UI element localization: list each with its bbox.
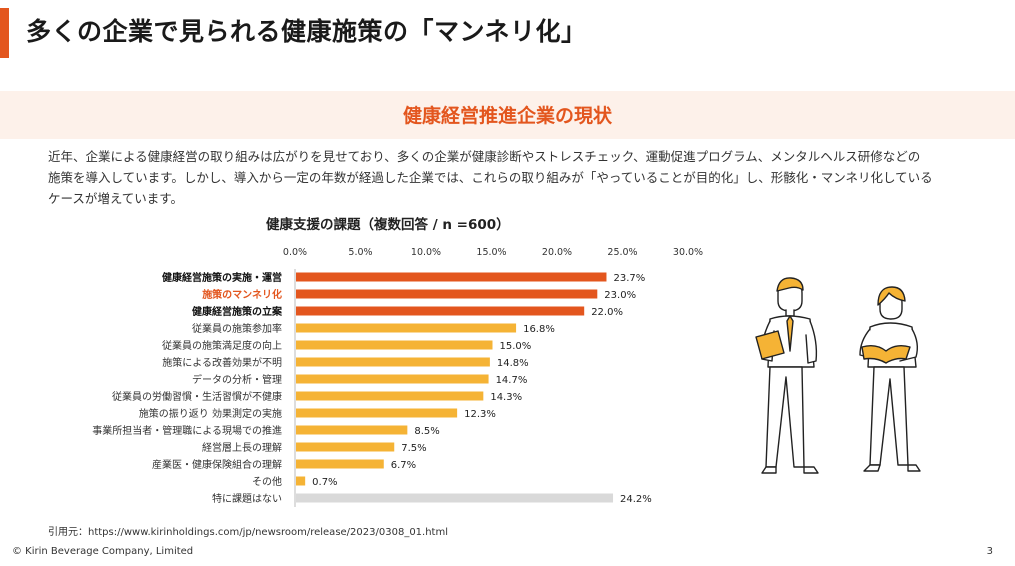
- title-accent-bar: [0, 8, 9, 58]
- category-label: 産業医・健康保険組合の理解: [152, 458, 282, 471]
- value-label: 14.8%: [497, 358, 529, 369]
- category-label: 特に課題はない: [212, 492, 282, 505]
- body-text: 近年、企業による健康経営の取り組みは広がりを見せており、多くの企業が健康診断やス…: [48, 146, 978, 209]
- section-band: [0, 91, 1015, 139]
- chart-title: 健康支援の課題（複数回答 / n =600）: [266, 217, 510, 233]
- x-tick-label: 25.0%: [607, 247, 637, 258]
- bar: [296, 272, 607, 282]
- value-label: 22.0%: [591, 307, 623, 318]
- bar: [296, 425, 408, 435]
- bar: [296, 391, 484, 401]
- value-label: 7.5%: [401, 443, 426, 454]
- body-line-2: 施策を導入しています。しかし、導入から一定の年数が経過した企業では、これらの取り…: [48, 170, 933, 185]
- value-label: 14.3%: [490, 392, 522, 403]
- copyright: © Kirin Beverage Company, Limited: [12, 546, 194, 557]
- bar: [296, 340, 493, 350]
- x-tick-label: 20.0%: [542, 247, 572, 258]
- body-line-3: ケースが増えています。: [48, 191, 184, 206]
- value-label: 6.7%: [391, 460, 416, 471]
- value-label: 0.7%: [312, 477, 337, 488]
- category-label: データの分析・管理: [192, 373, 282, 386]
- value-label: 15.0%: [500, 341, 532, 352]
- value-label: 16.8%: [523, 324, 555, 335]
- category-label: 施策の振り返り 効果測定の実施: [139, 407, 282, 420]
- slide-title: 多くの企業で見られる健康施策の「マンネリ化」: [26, 17, 587, 46]
- value-label: 23.0%: [604, 290, 636, 301]
- body-line-1: 近年、企業による健康経営の取り組みは広がりを見せており、多くの企業が健康診断やス…: [48, 149, 921, 164]
- section-title: 健康経営推進企業の現状: [402, 105, 612, 127]
- bar: [296, 357, 490, 367]
- value-label: 24.2%: [620, 494, 652, 505]
- x-tick-label: 5.0%: [348, 247, 372, 258]
- value-label: 23.7%: [613, 273, 645, 284]
- bar: [296, 459, 384, 469]
- x-tick-label: 30.0%: [673, 247, 703, 258]
- bar-chart: 0.0% 5.0% 10.0% 15.0% 20.0% 25.0% 30.0% 健康経営施策の…: [92, 247, 703, 507]
- two-business-people-icon: [755, 277, 921, 474]
- category-label: 従業員の労働習慣・生活習慣が不健康: [112, 390, 282, 403]
- bar: [296, 476, 306, 486]
- x-tick-label: 15.0%: [476, 247, 506, 258]
- value-label: 12.3%: [464, 409, 496, 420]
- value-label: 8.5%: [414, 426, 439, 437]
- bar: [296, 306, 585, 316]
- citation-footnote: 引用元：https://www.kirinholdings.com/jp/new…: [48, 527, 448, 538]
- category-label: 事業所担当者・管理職による現場での推進: [92, 424, 282, 437]
- value-label: 14.7%: [496, 375, 528, 386]
- category-label: 施策による改善効果が不明: [162, 356, 282, 369]
- bar: [296, 323, 517, 333]
- page-number: 3: [986, 546, 993, 557]
- man-figure-icon: [755, 277, 819, 474]
- category-label: 健康経営施策の実施・運営: [162, 271, 282, 284]
- bar: [296, 442, 395, 452]
- category-label: 健康経営施策の立案: [192, 305, 283, 318]
- bar: [296, 374, 489, 384]
- category-label: 従業員の施策参加率: [192, 322, 282, 335]
- x-tick-label: 10.0%: [411, 247, 441, 258]
- bar: [296, 408, 458, 418]
- category-label: その他: [252, 475, 282, 488]
- bar: [296, 493, 614, 503]
- bar: [296, 289, 598, 299]
- woman-figure-icon: [859, 286, 921, 472]
- category-label: 従業員の施策満足度の向上: [162, 339, 282, 352]
- category-label: 施策のマンネリ化: [202, 288, 282, 301]
- category-label: 経営層上長の理解: [202, 441, 282, 454]
- x-tick-label: 0.0%: [283, 247, 307, 258]
